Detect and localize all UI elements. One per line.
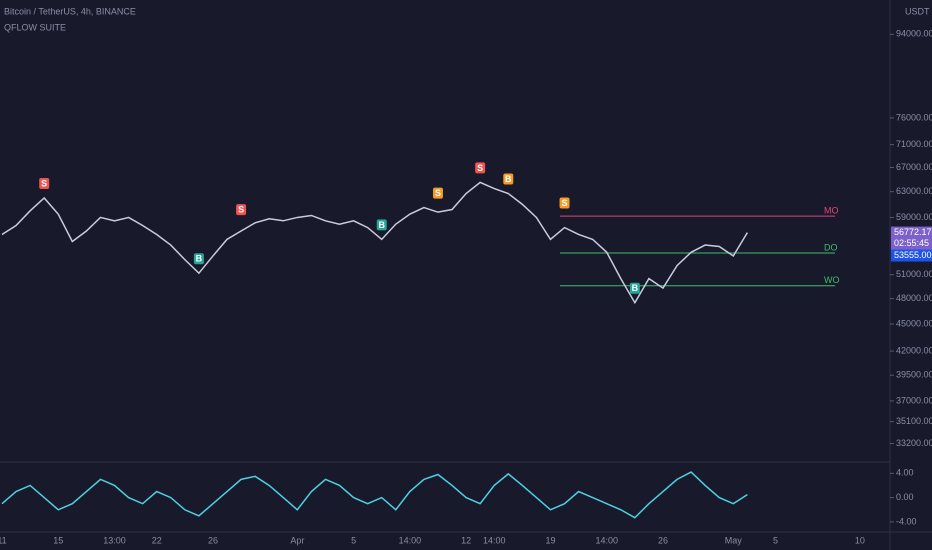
x-tick-label: 15: [53, 535, 63, 545]
signal-label: B: [505, 174, 512, 184]
signal-label: S: [562, 198, 568, 208]
y-tick-label: 4.00: [896, 468, 914, 478]
y-tick-label: 51000.00: [896, 269, 932, 279]
x-tick-label: 14:00: [595, 535, 618, 545]
price-line: [1, 181, 749, 305]
signal-badge: [559, 197, 570, 209]
price-tag-label: 53555.00: [894, 250, 932, 260]
signal-badge: [629, 282, 640, 294]
x-tick-label: May: [725, 535, 743, 545]
x-tick-label: 26: [658, 535, 668, 545]
signal-badge: [236, 204, 247, 216]
currency[interactable]: USDT: [905, 6, 930, 16]
x-tick-label: 5: [773, 535, 778, 545]
countdown: 02:55:45: [894, 238, 929, 248]
y-tick-label: 63000.00: [896, 186, 932, 196]
signal-badge: [503, 173, 514, 185]
level-label: DO: [824, 242, 838, 252]
y-tick-label: 0.00: [896, 492, 914, 502]
y-tick-label: 94000.00: [896, 29, 932, 39]
x-tick-label: 5: [351, 535, 356, 545]
y-tick-label: -4.00: [896, 516, 917, 526]
y-tick-label: 48000.00: [896, 293, 932, 303]
x-tick-label: 10: [855, 535, 865, 545]
level-label: MO: [824, 205, 839, 215]
x-tick-label: Apr: [290, 535, 304, 545]
y-tick-label: 59000.00: [896, 212, 932, 222]
signal-badge: [376, 219, 387, 231]
y-tick-label: 37000.00: [896, 395, 932, 405]
price-tag: [891, 226, 932, 251]
y-tick-label: 42000.00: [896, 345, 932, 355]
x-tick-label: 14:00: [399, 535, 422, 545]
price-tag-label: 56772.17: [894, 227, 932, 237]
signal-badge: [193, 253, 204, 265]
signal-label: S: [41, 178, 47, 188]
signal-badge: [475, 162, 486, 174]
price-line: [1, 471, 748, 519]
indicator-name: QFLOW SUITE: [4, 22, 66, 32]
y-tick-label: 33200.00: [896, 438, 932, 448]
level-label: WO: [824, 275, 840, 285]
y-tick-label: 39500.00: [896, 370, 932, 380]
x-tick-label: 19: [545, 535, 555, 545]
y-tick-label: 76000.00: [896, 112, 932, 122]
price-tag: [891, 249, 932, 262]
symbol-title: Bitcoin / TetherUS, 4h, BINANCE: [4, 6, 136, 16]
signal-label: B: [196, 254, 203, 264]
signal-label: S: [238, 205, 244, 215]
x-tick-label: 13:00: [103, 535, 126, 545]
signal-badge: [432, 187, 443, 199]
x-tick-label: 11: [0, 535, 7, 545]
y-tick-label: 71000.00: [896, 139, 932, 149]
y-tick-label: 45000.00: [896, 318, 932, 328]
x-tick-label: 12: [461, 535, 471, 545]
y-tick-label: 67000.00: [896, 162, 932, 172]
signal-label: B: [632, 283, 639, 293]
x-tick-label: 14:00: [483, 535, 506, 545]
x-tick-label: 22: [152, 535, 162, 545]
y-tick-label: 35100.00: [896, 416, 932, 426]
signal-label: B: [378, 220, 385, 230]
signal-label: S: [477, 163, 483, 173]
signal-badge: [39, 177, 50, 189]
x-tick-label: 26: [208, 535, 218, 545]
signal-label: S: [435, 188, 441, 198]
